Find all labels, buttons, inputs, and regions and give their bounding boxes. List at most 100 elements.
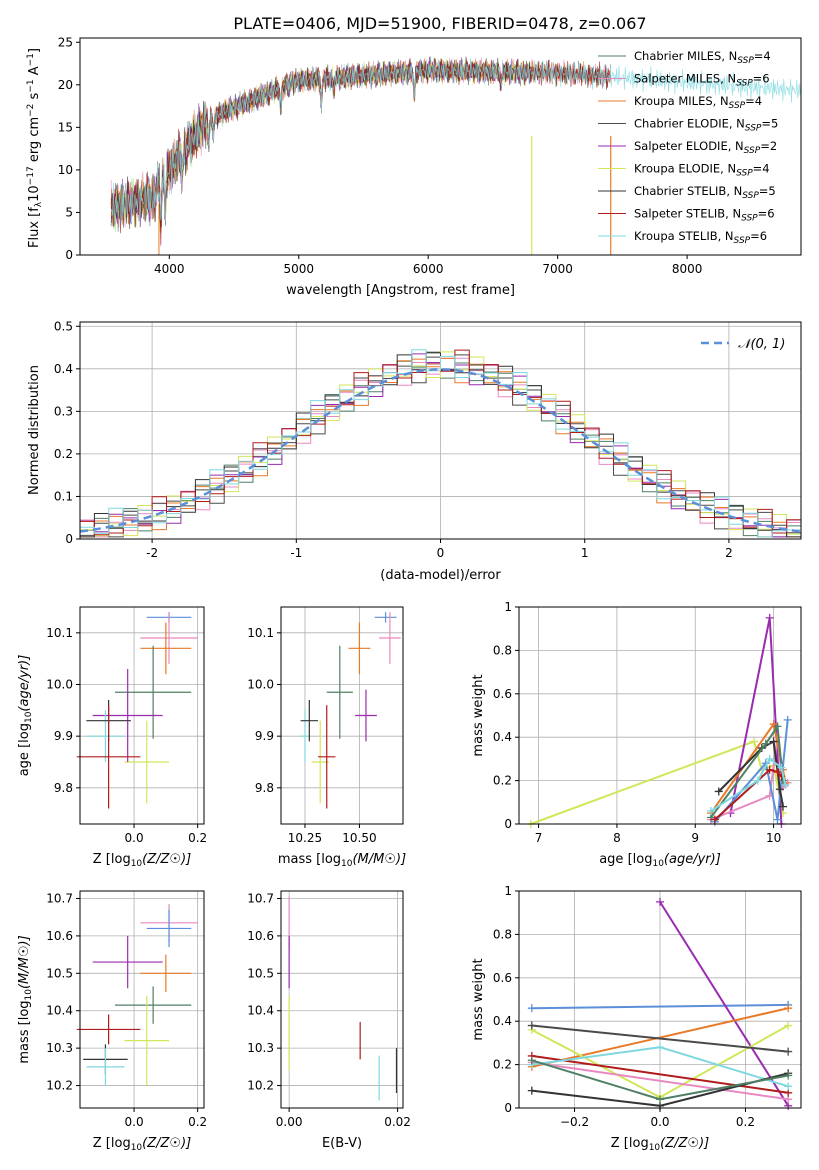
legend-entry: Salpeter ELODIE, NSSP=2	[634, 139, 777, 156]
age_vs_Z-point	[140, 622, 192, 675]
massweight_vs_Z-ytick-label: 0.6	[493, 971, 512, 985]
massweight_vs_age-series-line	[710, 723, 784, 819]
residuals-xtick-label: 1	[581, 546, 589, 560]
mass_vs_ebv-frame	[280, 890, 404, 1109]
massweight_vs_age-xlabel-part: 10	[652, 859, 664, 869]
spectrum-xlabel: wavelength [Angstrom, rest frame]	[286, 283, 515, 298]
mass_vs_Z-point	[86, 1048, 125, 1086]
residuals-ytick-label: 0.3	[54, 404, 73, 418]
legend-entry-part: SSP	[736, 79, 753, 89]
spectrum-ylabel-part: −2	[26, 104, 36, 117]
age_vs_Z-ylabel-part: age [log	[17, 723, 32, 776]
legend-entry-part: Kroupa MILES, N	[634, 94, 729, 108]
legend-entry-part: =4	[753, 162, 770, 176]
mass_vs_Z-frame	[79, 890, 205, 1109]
legend-entry-part: Kroupa STELIB, N	[634, 229, 734, 243]
massweight_vs_Z-ytick-label: 0	[504, 1101, 512, 1115]
massweight_vs_age-marker	[783, 715, 792, 724]
age_vs_Z-ylabel-part: 10	[24, 711, 34, 723]
massweight_vs_age-marker	[777, 763, 786, 772]
age_vs_mass-point	[379, 612, 401, 664]
spectrum-frame	[79, 37, 802, 256]
spectrum-ylabel-part: −1	[26, 79, 36, 92]
age_vs_Z-ytick-label: 10.0	[46, 678, 73, 692]
massweight_vs_Z-marker	[527, 1021, 536, 1030]
age_vs_mass-xtick-label: 10.50	[342, 831, 376, 845]
spectrum-ylabel-part: ]	[27, 48, 42, 53]
massweight_vs_age-marker	[710, 815, 719, 824]
massweight_vs_age-frame	[518, 606, 802, 825]
legend-entry-part: =5	[761, 117, 778, 131]
massweight_vs_Z-ytick-label: 0.8	[493, 927, 512, 941]
massweight_vs_age-ytick-label: 1	[504, 600, 512, 614]
spectrum-xtick-label: 7000	[542, 262, 573, 276]
massweight_vs_age-marker	[773, 767, 782, 776]
mass_vs_ebv-ytick-label: 10.6	[247, 929, 274, 943]
age_vs_mass-xlabel-part: mass [log	[278, 852, 341, 867]
spectrum-xtick-label: 5000	[283, 262, 314, 276]
spectrum-ylabel-part: Flux [f	[27, 207, 42, 248]
age_vs_mass-point	[300, 700, 319, 742]
mass_vs_ebv-xlabel: E(B-V)	[322, 1136, 362, 1151]
spectrum-ytick-label: 25	[58, 35, 73, 49]
age_vs_Z-ytick-label: 9.8	[54, 781, 73, 795]
age_vs_mass-ytick-label: 10.0	[247, 678, 274, 692]
legend-entry-part: SSP	[729, 101, 746, 111]
age_vs_mass-axes: 10.25 10.50 9.8 9.9 10.0 10.1 mass [log10(M/M☉…	[247, 606, 406, 869]
spectrum-series-line	[110, 57, 801, 230]
spectrum-xtick-label: 8000	[672, 262, 703, 276]
legend-entry-part: SSP	[744, 146, 761, 156]
massweight_vs_age-marker	[765, 754, 774, 763]
spectrum-xtick-label: 4000	[154, 262, 185, 276]
age_vs_Z-point	[92, 669, 163, 762]
age_vs_mass-ytick-label: 10.1	[247, 626, 274, 640]
spectrum-ylabel-part: s	[27, 92, 42, 103]
residuals-xtick-label: -1	[290, 546, 302, 560]
age_vs_mass-xlabel-part: 10	[341, 859, 353, 869]
residuals-ytick-label: 0	[65, 532, 73, 546]
spectrum-ylabel-part: λ	[34, 201, 44, 207]
mass_vs_Z-ylabel-part: 10	[24, 989, 34, 1001]
age_vs_Z-xlabel-part: 10	[131, 859, 143, 869]
massweight_vs_age-marker	[765, 765, 774, 774]
residuals-xtick-label: 2	[725, 546, 733, 560]
residuals-xlabel: (data-model)/error	[380, 568, 501, 583]
residuals-histogram	[79, 352, 801, 539]
mass_vs_Z-ylabel-part: (M/M☉)]	[17, 935, 32, 989]
mass_vs_Z-xlabel-part: 10	[131, 1143, 143, 1153]
age_vs_mass-point	[348, 622, 371, 675]
legend-entry-part: SSP	[745, 124, 762, 134]
mass_vs_Z-xlabel-part: (Z/Z☉)]	[142, 1136, 191, 1151]
age_vs_mass-xtick-label: 10.25	[288, 831, 322, 845]
age_vs_Z-frame	[79, 606, 205, 825]
age_vs_Z-ylabel: age [log10(age/yr)]	[17, 655, 34, 777]
residuals-axes: -2 -1 0 1 2 0 0.1 0.2 0.3 0.4 0.5 (data-model)/erro…	[27, 319, 802, 583]
massweight_vs_age-marker	[765, 613, 774, 622]
age_vs_mass-point	[374, 612, 397, 623]
figure-title: PLATE=0406, MJD=51900, FIBERID=0478, z=0…	[233, 14, 646, 33]
spectrum-ylabel-part: A	[27, 66, 42, 79]
massweight_vs_age-xtick-label: 8	[613, 831, 621, 845]
massweight_vs_age-ytick-label: 0.2	[493, 774, 512, 788]
massweight_vs_age-marker	[714, 787, 723, 796]
massweight_vs_age-xlabel: age [log10(age/yr)]	[599, 852, 721, 869]
massweight_vs_Z-series-line	[531, 1007, 789, 1068]
massweight_vs_age-ytick-label: 0.8	[493, 643, 512, 657]
age_vs_Z-point	[124, 720, 170, 804]
massweight_vs_Z-xtick-label: 0.0	[650, 1115, 669, 1129]
massweight_vs_age-marker	[773, 722, 782, 731]
massweight_vs_Z-marker	[527, 1056, 536, 1065]
massweight_vs_Z-marker	[784, 1071, 793, 1080]
legend-entry: Kroupa STELIB, NSSP=6	[634, 229, 767, 246]
spectrum-ylabel-part: 10	[27, 185, 42, 202]
age_vs_Z-ylabel-part: (age/yr)]	[17, 655, 32, 712]
mass_vs_ebv-ytick-label: 10.3	[247, 1041, 274, 1055]
mass_vs_Z-point	[76, 1014, 141, 1045]
residuals-legend-label: 𝒩(0, 1)	[738, 337, 785, 352]
mass_vs_Z-ylabel: mass [log10(M/M☉)]	[17, 935, 34, 1063]
legend-entry: Kroupa ELODIE, NSSP=4	[634, 162, 770, 179]
residuals-xtick-label: 0	[437, 546, 445, 560]
